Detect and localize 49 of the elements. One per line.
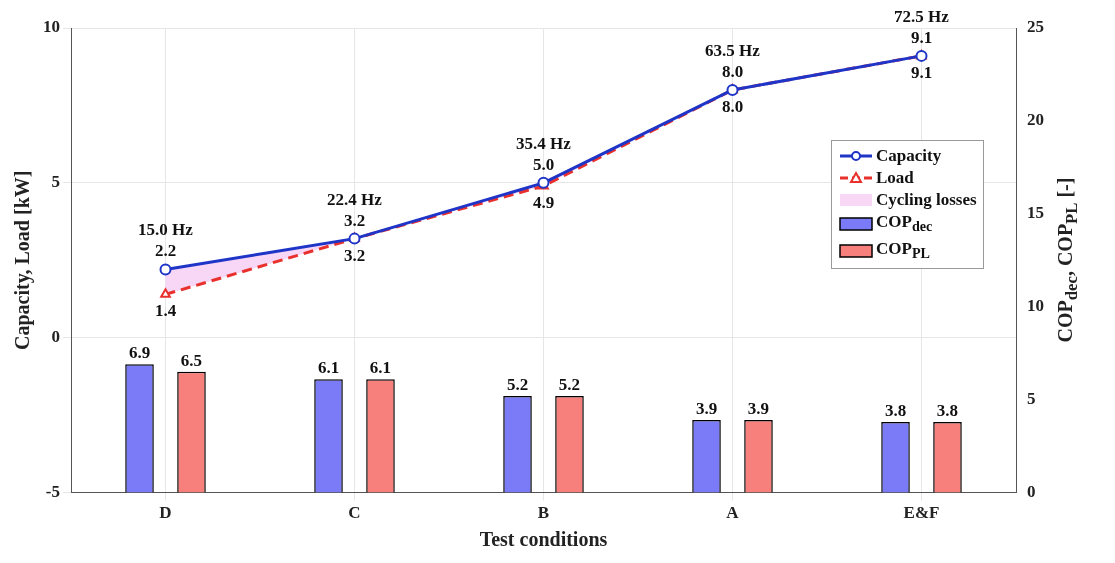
data-label: 3.9 [747,399,770,419]
x-tick-label: E&F [903,503,940,523]
annotation: 35.4 Hz [516,133,572,153]
data-label: 3.2 [343,245,366,265]
data-label: 4.9 [532,192,555,212]
data-label: 6.5 [180,350,203,370]
data-label: 6.1 [369,358,392,378]
data-label: 3.8 [936,400,959,420]
y-axis-title: Capacity, Load [kW] [11,170,35,351]
data-label: 9.1 [910,62,933,82]
y-tick-label: 5 [51,172,60,192]
y2-tick-label: 15 [1027,203,1044,223]
legend-label: COP$_{dec}$ [876,211,933,237]
legend-label: Load [876,167,914,190]
data-label: 2.2 [154,241,177,261]
legend-label: Cycling losses [876,189,977,212]
point [159,263,172,276]
data-label: 1.4 [154,301,177,321]
x-tick-label: A [726,503,740,523]
data-label: 5.2 [558,374,581,394]
data-label: 6.9 [128,343,151,363]
x-tick-label: C [348,503,361,523]
data-label: 9.1 [910,27,933,47]
y2-tick-label: 0 [1027,481,1036,501]
data-label: 5.2 [506,374,529,394]
annotation: 72.5 Hz [894,6,950,26]
annotation: 63.5 Hz [705,40,761,60]
data-label: 8.0 [721,61,744,81]
x-axis-title: Test conditions [479,528,608,551]
x-tick-label: D [159,503,172,523]
legend-label: Capacity [876,145,942,168]
y2-tick-label: 20 [1027,110,1044,130]
point [160,288,171,298]
y2-tick-label: 5 [1027,389,1036,409]
data-label: 3.8 [884,400,907,420]
legend-label: COP$_{PL}$ [876,237,930,264]
data-label: 3.2 [343,210,366,230]
y-tick-label: 10 [43,17,60,37]
y-tick-label: -5 [45,481,60,501]
data-label: 8.0 [721,96,744,116]
annotation: 22.4 Hz [327,189,383,209]
data-label: 5.0 [532,154,555,174]
y-tick-label: 0 [51,327,60,347]
y2-tick-label: 10 [1027,296,1044,316]
data-label: 3.9 [695,399,718,419]
annotation: 15.0 Hz [138,220,194,240]
x-tick-label: B [537,503,550,523]
data-label: 6.1 [317,358,340,378]
y2-tick-label: 25 [1027,17,1044,37]
